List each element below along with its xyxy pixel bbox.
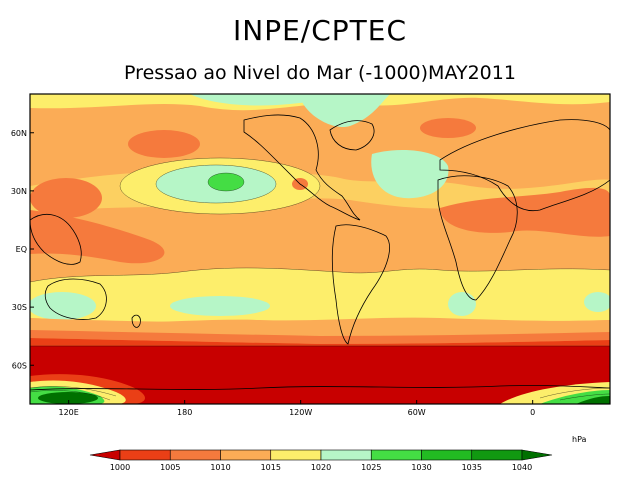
- colorbar-unit: hPa: [572, 435, 587, 444]
- lat-label: 60N: [11, 129, 27, 138]
- colorbar-swatch: [169, 449, 221, 461]
- lon-label: 120E: [59, 408, 79, 417]
- eurasia-low: [420, 118, 476, 138]
- australia-coast: [44, 278, 107, 320]
- indian-ocean-high: [584, 292, 610, 312]
- asian-low: [30, 178, 102, 218]
- colorbar-swatch: [220, 449, 272, 461]
- colorbar-level-label: 1025: [361, 463, 381, 472]
- colorbar-swatch: [521, 449, 553, 461]
- lat-label: 30S: [12, 303, 27, 312]
- lon-label: 0: [530, 408, 535, 417]
- aleutian-low: [128, 130, 200, 158]
- colorbar-swatch: [119, 449, 171, 461]
- page-title: INPE/CPTEC: [233, 14, 407, 47]
- colorbar-level-label: 1040: [512, 463, 532, 472]
- colorbar-level-label: 1035: [462, 463, 482, 472]
- south-atlantic-high: [448, 292, 476, 316]
- south-subtropical-belt: [30, 267, 610, 323]
- colorbar-level-label: 1030: [411, 463, 431, 472]
- maritime-continent: [30, 213, 82, 265]
- lat-label: 30N: [11, 187, 27, 196]
- lat-label: EQ: [16, 245, 27, 254]
- colorbar-level-label: 1015: [261, 463, 281, 472]
- lon-label: 120W: [289, 408, 312, 417]
- greenland-1025-patch: [300, 94, 390, 128]
- eurasia-coast: [439, 119, 610, 212]
- south-1000-band: [30, 338, 610, 346]
- colorbar: 1000 1005 1010 1015 1020 1025 1030 1035 1040: [89, 449, 553, 472]
- colorbar-swatch: [89, 449, 121, 461]
- greenland-coast: [329, 120, 375, 151]
- antarctic-high-core: [38, 392, 98, 404]
- saharan-asian-low: [440, 187, 610, 237]
- colorbar-level-label: 1000: [110, 463, 130, 472]
- antarctic-east-3: [576, 396, 610, 404]
- azores-high: [371, 150, 449, 199]
- africa-coast: [437, 175, 518, 301]
- antarctica-coast: [30, 385, 610, 391]
- colorbar-swatch: [421, 449, 473, 461]
- colorbar-swatch: [370, 449, 422, 461]
- longitude-axis: 120E180120W60W060E: [59, 400, 535, 417]
- south-america-coast: [331, 224, 390, 345]
- isobars: [30, 157, 610, 401]
- lon-label: 180: [177, 408, 192, 417]
- equatorial-trough: [490, 238, 610, 263]
- latitude-axis: 60N 30N EQ 30S 60S: [11, 129, 34, 370]
- colorbar-level-label: 1020: [311, 463, 331, 472]
- colorbar-swatch: [270, 449, 322, 461]
- north-america-coast: [243, 114, 361, 221]
- pacific-high-1025: [208, 173, 244, 191]
- west-pacific-low: [30, 210, 165, 264]
- south-1010-band: [30, 318, 610, 336]
- australia-high: [30, 292, 96, 320]
- map-subtitle: Pressao ao Nivel do Mar (-1000)MAY2011: [124, 62, 516, 84]
- lon-label: 60W: [408, 408, 426, 417]
- south-pacific-high: [170, 296, 270, 316]
- coastlines: [30, 114, 610, 391]
- lat-label: 60S: [12, 361, 27, 370]
- colorbar-swatch: [320, 449, 372, 461]
- colorbar-swatch: [471, 449, 523, 461]
- colorbar-level-label: 1010: [210, 463, 230, 472]
- colorbar-level-label: 1005: [160, 463, 180, 472]
- new-zealand-coast: [131, 314, 141, 328]
- pressure-field: [30, 94, 610, 404]
- south-1005-band: [30, 330, 610, 344]
